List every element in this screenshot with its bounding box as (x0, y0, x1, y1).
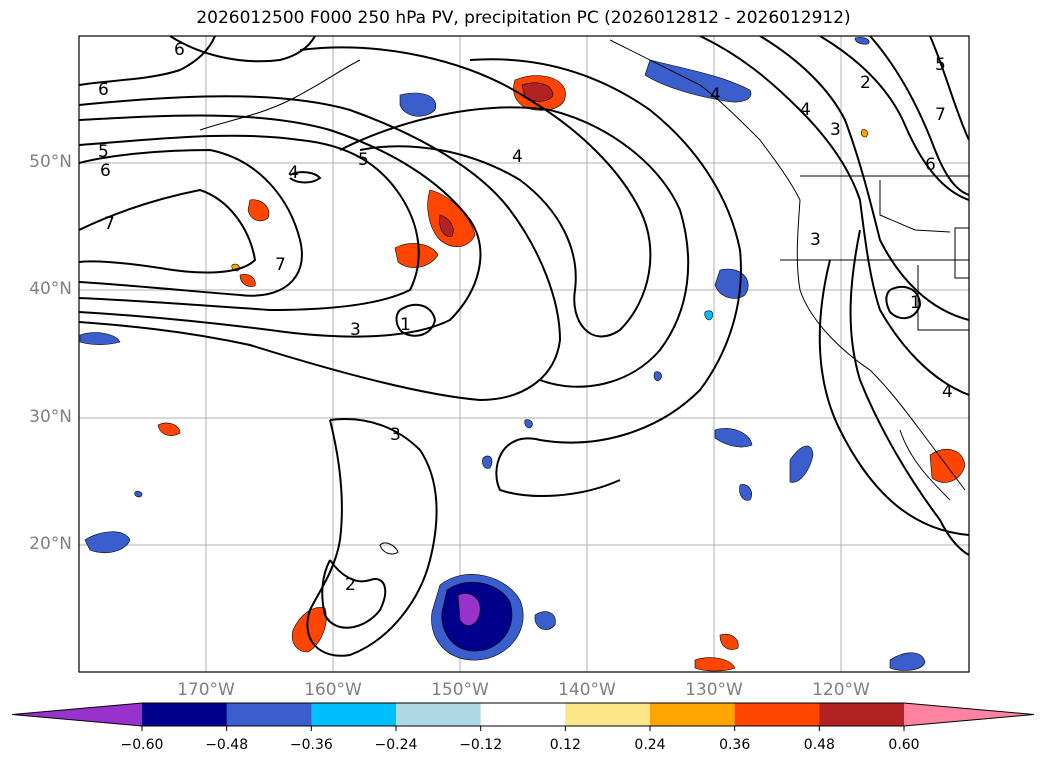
colorbar-bin (226, 703, 312, 726)
colorbar-bin (819, 703, 905, 726)
colorbar-segments (11, 702, 1035, 727)
colorbar-tick-label: 0.48 (803, 737, 835, 753)
contour-label: 7 (275, 255, 286, 275)
pv-contour-6-left (79, 36, 216, 86)
contour-label: 5 (935, 55, 946, 75)
colorbar-outline (11, 702, 1035, 727)
colorbar-tick-label: −0.36 (289, 737, 333, 753)
map-frame (78, 35, 970, 673)
contour-label: 6 (100, 161, 111, 181)
pv-contour-east-1 (699, 36, 969, 396)
contour-label: 1 (400, 315, 411, 335)
colorbar-tick-label: −0.48 (205, 737, 249, 753)
coastlines (199, 39, 969, 555)
map-panel: 6 6 5 6 7 4 5 7 4 3 1 3 2 4 4 2 3 5 7 6 … (78, 35, 970, 673)
precip-pos-south (291, 607, 327, 653)
pv-contour-3-south (306, 418, 438, 657)
pv-contour-3 (79, 95, 562, 402)
contour-label: 5 (98, 142, 109, 162)
lon-label-120w: 120°W (812, 680, 870, 700)
lon-label-140w: 140°W (558, 680, 616, 700)
contour-label: 6 (174, 40, 185, 60)
pv-contour-east-4 (869, 36, 969, 196)
contour-label: 6 (98, 80, 109, 100)
pv-contour-7-west (79, 188, 257, 274)
lat-label-30n: 30°N (29, 407, 72, 427)
pv-contour-4-north (289, 171, 322, 184)
pv-contour-east-south-2 (818, 259, 969, 536)
contour-label: 6 (925, 155, 936, 175)
colorbar-tick-label: 0.24 (634, 737, 666, 753)
contour-label: 3 (830, 120, 841, 140)
contour-label: 3 (810, 230, 821, 250)
colorbar-bin (396, 703, 482, 726)
colorbar-tick-label: −0.24 (374, 737, 418, 753)
pv-contour-east-3 (819, 36, 969, 201)
contour-label: 7 (104, 214, 115, 234)
contour-label: 3 (350, 320, 361, 340)
colorbar-extend-high (904, 703, 1034, 726)
colorbar-bin (480, 703, 566, 726)
colorbar-tick-label: 0.60 (888, 737, 920, 753)
contour-label: 2 (860, 73, 871, 93)
pv-contour-south-loop (321, 559, 387, 629)
north-america-coast (609, 39, 966, 491)
pv-contour-1-loop (395, 303, 437, 337)
plot-title: 2026012500 F000 250 hPa PV, precipitatio… (196, 8, 851, 28)
colorbar-tick-label: −0.60 (120, 737, 164, 753)
lon-label-170w: 170°W (177, 680, 235, 700)
contour-label: 4 (512, 147, 523, 167)
lat-label-40n: 40°N (29, 279, 72, 299)
colorbar-bin (734, 703, 820, 726)
contour-label: 4 (288, 163, 299, 183)
colorbar-tick-label: 0.12 (549, 737, 581, 753)
contour-label: 4 (710, 85, 721, 105)
pv-contours (79, 36, 969, 657)
pv-contour-5 (79, 134, 420, 312)
contour-label: 4 (800, 100, 811, 120)
pv-contour-north-loop (299, 46, 652, 338)
colorbar-extend-low (12, 703, 142, 726)
contour-label: 2 (345, 575, 356, 595)
lon-label-150w: 150°W (431, 680, 489, 700)
colorbar-bin (311, 703, 397, 726)
pv-contour-east-5 (929, 36, 969, 141)
contour-label: 5 (358, 150, 369, 170)
colorbar-tick-marks (141, 726, 905, 731)
colorbar-tick-label: −0.12 (459, 737, 503, 753)
pv-contour-4 (79, 114, 482, 338)
colorbar-tick-label: 0.36 (719, 737, 751, 753)
gridlines (79, 36, 969, 672)
pv-contour-1-trough (469, 58, 742, 497)
lat-label-20n: 20°N (29, 534, 72, 554)
pv-contour-2 (339, 106, 690, 388)
pv-contour-closed-east (885, 285, 922, 320)
lat-label-50n: 50°N (29, 152, 72, 172)
contour-label: 1 (910, 293, 921, 313)
colorbar-bin (565, 703, 651, 726)
pv-contour-east-south (849, 229, 969, 556)
colorbar-bin (650, 703, 736, 726)
lon-label-160w: 160°W (304, 680, 362, 700)
pv-contour-east-2 (759, 36, 969, 321)
pv-contour-6-top (169, 36, 316, 63)
contour-labels: 6 6 5 6 7 4 5 7 4 3 1 3 2 4 4 2 3 5 7 6 … (98, 40, 953, 595)
contour-label: 7 (935, 105, 946, 125)
contour-label: 3 (390, 425, 401, 445)
lon-label-130w: 130°W (685, 680, 743, 700)
positive-precip-shading (157, 75, 966, 672)
colorbar-bin (142, 703, 228, 726)
contour-label: 4 (942, 382, 953, 402)
pv-contour-6-west (79, 148, 303, 297)
